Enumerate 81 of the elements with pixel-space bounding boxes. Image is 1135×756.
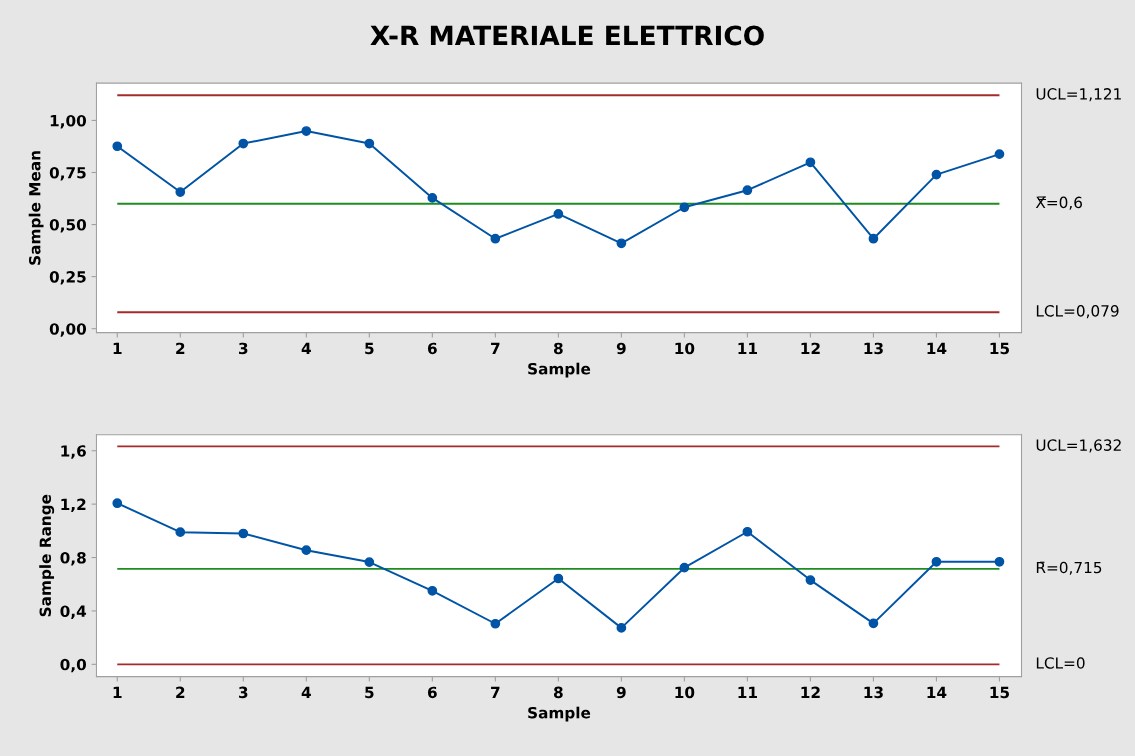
y-tick-label: 0,4 (60, 605, 87, 619)
y-tick-label: 1,6 (61, 445, 86, 459)
point (679, 562, 690, 573)
x-tick-label: 12 (801, 686, 820, 698)
point (301, 545, 312, 556)
point (175, 187, 186, 197)
x-tick-label: 9 (616, 342, 626, 355)
x-tick-label: 7 (491, 686, 500, 698)
point (679, 202, 690, 213)
point (805, 157, 816, 168)
x-tick-label: 14 (927, 686, 947, 698)
point (490, 618, 501, 629)
point (427, 585, 438, 596)
y-tick-label: 1,2 (61, 498, 86, 513)
x-tick-label: 1 (113, 342, 122, 354)
point (364, 138, 375, 149)
x-tick-label: 6 (427, 342, 437, 355)
point (931, 169, 942, 180)
x-tick-label: 1 (113, 686, 122, 698)
point (490, 233, 501, 244)
x-tick-label: 3 (239, 342, 248, 355)
y-tick-label: 1,00 (50, 114, 87, 129)
point (616, 623, 627, 633)
x-tick-label: 12 (801, 342, 820, 354)
ref-line-label: UCL=1,121 (1036, 88, 1121, 102)
point (742, 526, 753, 537)
x-tick-label: 4 (301, 342, 311, 354)
x-tick-label: 13 (864, 686, 883, 699)
y-axis-title: Sample Range (39, 494, 55, 617)
x-tick-label: 8 (553, 686, 563, 699)
y-tick-label: 0,50 (49, 219, 87, 233)
ref-line-label: X̿=0,6 (1035, 196, 1082, 210)
x-tick-label: 2 (176, 342, 185, 354)
y-axis-title: Sample Mean (28, 151, 44, 265)
x-tick-label: 7 (491, 342, 500, 354)
y-tick-label: 0,75 (49, 166, 86, 181)
point (868, 233, 879, 244)
ref-line-label: LCL=0 (1036, 657, 1085, 669)
point (175, 527, 186, 538)
point (553, 573, 564, 584)
x-tick-label: 8 (553, 342, 563, 355)
ref-line-label: UCL=1,632 (1036, 439, 1121, 453)
point (238, 138, 249, 149)
point (301, 126, 312, 136)
point (931, 556, 942, 567)
x-tick-label: 13 (864, 342, 883, 355)
x-tick-label: 5 (365, 686, 374, 699)
x-axis-title: Sample (528, 706, 591, 722)
x-tick-label: 6 (427, 686, 437, 699)
point (112, 141, 123, 152)
point (616, 238, 627, 249)
x-tick-label: 14 (927, 342, 947, 354)
x-tick-label: 10 (675, 342, 695, 355)
point (112, 498, 123, 509)
x-tick-label: 3 (239, 686, 248, 699)
ref-line-label: LCL=0,079 (1036, 305, 1119, 319)
point (868, 618, 879, 629)
point (238, 528, 249, 539)
y-tick-label: 0,25 (49, 271, 86, 285)
point (553, 209, 564, 219)
x-axis-title: Sample (528, 362, 591, 378)
point (364, 557, 375, 567)
ref-line-label: R̄=0,715 (1036, 561, 1102, 575)
y-tick-label: 0,8 (60, 551, 86, 566)
x-tick-label: 11 (738, 686, 757, 698)
x-tick-label: 4 (301, 686, 311, 698)
point (994, 149, 1005, 160)
x-tick-label: 15 (990, 342, 1010, 355)
y-tick-label: 0,00 (49, 323, 87, 337)
x-tick-label: 15 (990, 686, 1010, 699)
x-tick-label: 2 (176, 686, 185, 698)
point (805, 575, 816, 585)
y-tick-label: 0,0 (60, 658, 87, 673)
point (427, 193, 438, 203)
x-tick-label: 5 (365, 342, 374, 355)
chart-title: X-R MATERIALE ELETTRICO (370, 25, 764, 46)
x-tick-label: 10 (675, 686, 695, 699)
x-tick-label: 9 (616, 686, 626, 699)
x-tick-label: 11 (738, 342, 757, 354)
point (994, 556, 1005, 567)
point (742, 185, 753, 196)
